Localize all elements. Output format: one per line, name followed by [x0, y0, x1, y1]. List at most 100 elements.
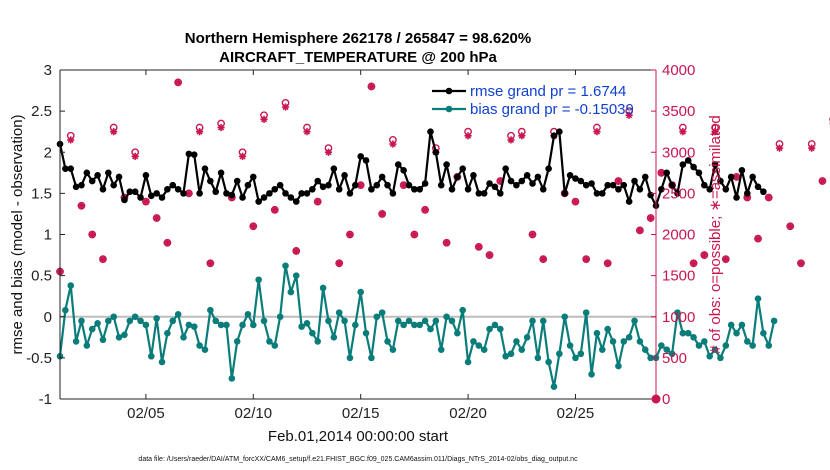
bias-point	[668, 350, 676, 358]
bias-point	[282, 262, 289, 270]
rmse-point	[464, 185, 472, 193]
bias-point	[625, 334, 633, 341]
chart-subtitle: AIRCRAFT_TEMPERATURE @ 200 hPa	[219, 49, 497, 66]
bias-point	[523, 334, 531, 341]
rmse-point	[389, 190, 397, 197]
bias-point	[373, 313, 381, 321]
x-tick-label: 02/25	[557, 405, 595, 422]
rmse-point	[454, 173, 461, 181]
bias-point	[496, 325, 504, 333]
bias-point	[271, 342, 279, 349]
bias-point	[593, 329, 601, 337]
rmse-point	[432, 148, 440, 156]
rmse-point	[609, 181, 617, 189]
obs-assimilated-point	[765, 193, 773, 202]
rmse-point	[287, 194, 295, 201]
rmse-point	[561, 190, 569, 197]
y-tick-label: 2.5	[31, 103, 52, 120]
rmse-point	[470, 171, 477, 179]
obs-assimilated-point	[722, 255, 730, 263]
obs-assimilated-point	[539, 255, 547, 263]
bias-point	[539, 317, 547, 325]
rmse-point	[131, 188, 139, 196]
obs-assimilated-point	[582, 255, 590, 263]
rmse-point	[362, 157, 370, 164]
rmse-point	[459, 165, 467, 172]
rmse-point	[88, 177, 96, 185]
obs-assimilated-point	[442, 239, 451, 247]
bias-point	[309, 329, 316, 337]
x-tick-label: 02/15	[342, 405, 380, 422]
bias-point	[754, 295, 762, 302]
obs-assimilated-point	[271, 206, 279, 214]
obs-assimilated-point	[367, 82, 376, 91]
bias-point	[416, 321, 424, 329]
rmse-point	[378, 173, 386, 181]
bias-point	[368, 354, 375, 362]
rmse-point	[556, 128, 563, 135]
bias-point	[255, 276, 262, 284]
rmse-point	[169, 181, 177, 189]
rmse-point	[523, 171, 531, 179]
obs-assimilated-point	[206, 259, 214, 267]
rmse-point	[754, 183, 762, 191]
rmse-point	[405, 181, 413, 189]
rmse-point	[582, 181, 590, 189]
bias-point	[459, 306, 467, 314]
rmse-point	[421, 180, 429, 187]
rmse-point	[711, 161, 719, 168]
bias-point	[706, 352, 713, 360]
bias-point	[545, 358, 552, 366]
bias-point	[249, 321, 257, 329]
data-file-footnote: data file: /Users/raeder/DAI/ATM_forcXX/…	[138, 456, 578, 463]
bias-point	[711, 346, 719, 353]
rmse-point	[271, 185, 279, 193]
y-tick-label: -0.5	[26, 350, 52, 367]
rmse-point	[529, 180, 536, 187]
obs-assimilated-point	[571, 198, 580, 206]
rmse-point	[448, 185, 456, 193]
obs-assimilated-point	[507, 136, 515, 144]
x-tick-label: 02/20	[449, 405, 487, 422]
rmse-point	[260, 194, 268, 201]
bias-point	[330, 334, 338, 341]
obs-assimilated-point	[163, 239, 171, 247]
bias-point	[733, 329, 740, 337]
bias-point	[400, 321, 407, 329]
y2-tick-label: 500	[662, 350, 687, 367]
bias-point	[690, 334, 697, 341]
rmse-point	[690, 163, 697, 171]
rmse-point	[722, 185, 730, 193]
rmse-point	[534, 173, 542, 181]
obs-assimilated-point	[754, 235, 762, 243]
obs-assimilated-point	[657, 169, 665, 177]
bias-point	[190, 323, 198, 330]
x-tick-label: 02/05	[127, 405, 165, 422]
bias-point	[115, 334, 123, 341]
obs-assimilated-point	[67, 136, 75, 144]
rmse-point	[325, 181, 332, 189]
bias-point	[223, 321, 230, 329]
bias-point	[72, 338, 80, 345]
bias-point	[121, 331, 128, 339]
rmse-point	[153, 190, 160, 197]
bias-point	[604, 325, 611, 333]
bias-point	[636, 338, 644, 345]
bias-point	[99, 336, 107, 344]
rmse-point	[164, 185, 171, 193]
obs-assimilated-point	[647, 214, 655, 222]
bias-point	[153, 315, 160, 322]
rmse-point	[314, 177, 322, 185]
rmse-point	[357, 153, 364, 160]
rmse-point	[249, 173, 257, 181]
bias-point	[239, 321, 246, 329]
bias-point	[631, 317, 638, 325]
bias-point	[131, 313, 139, 321]
bias-point	[480, 346, 488, 353]
rmse-point	[292, 198, 300, 205]
rmse-point	[743, 190, 751, 197]
rmse-point	[663, 169, 671, 177]
bias-point	[529, 317, 536, 325]
rmse-point	[480, 190, 488, 197]
